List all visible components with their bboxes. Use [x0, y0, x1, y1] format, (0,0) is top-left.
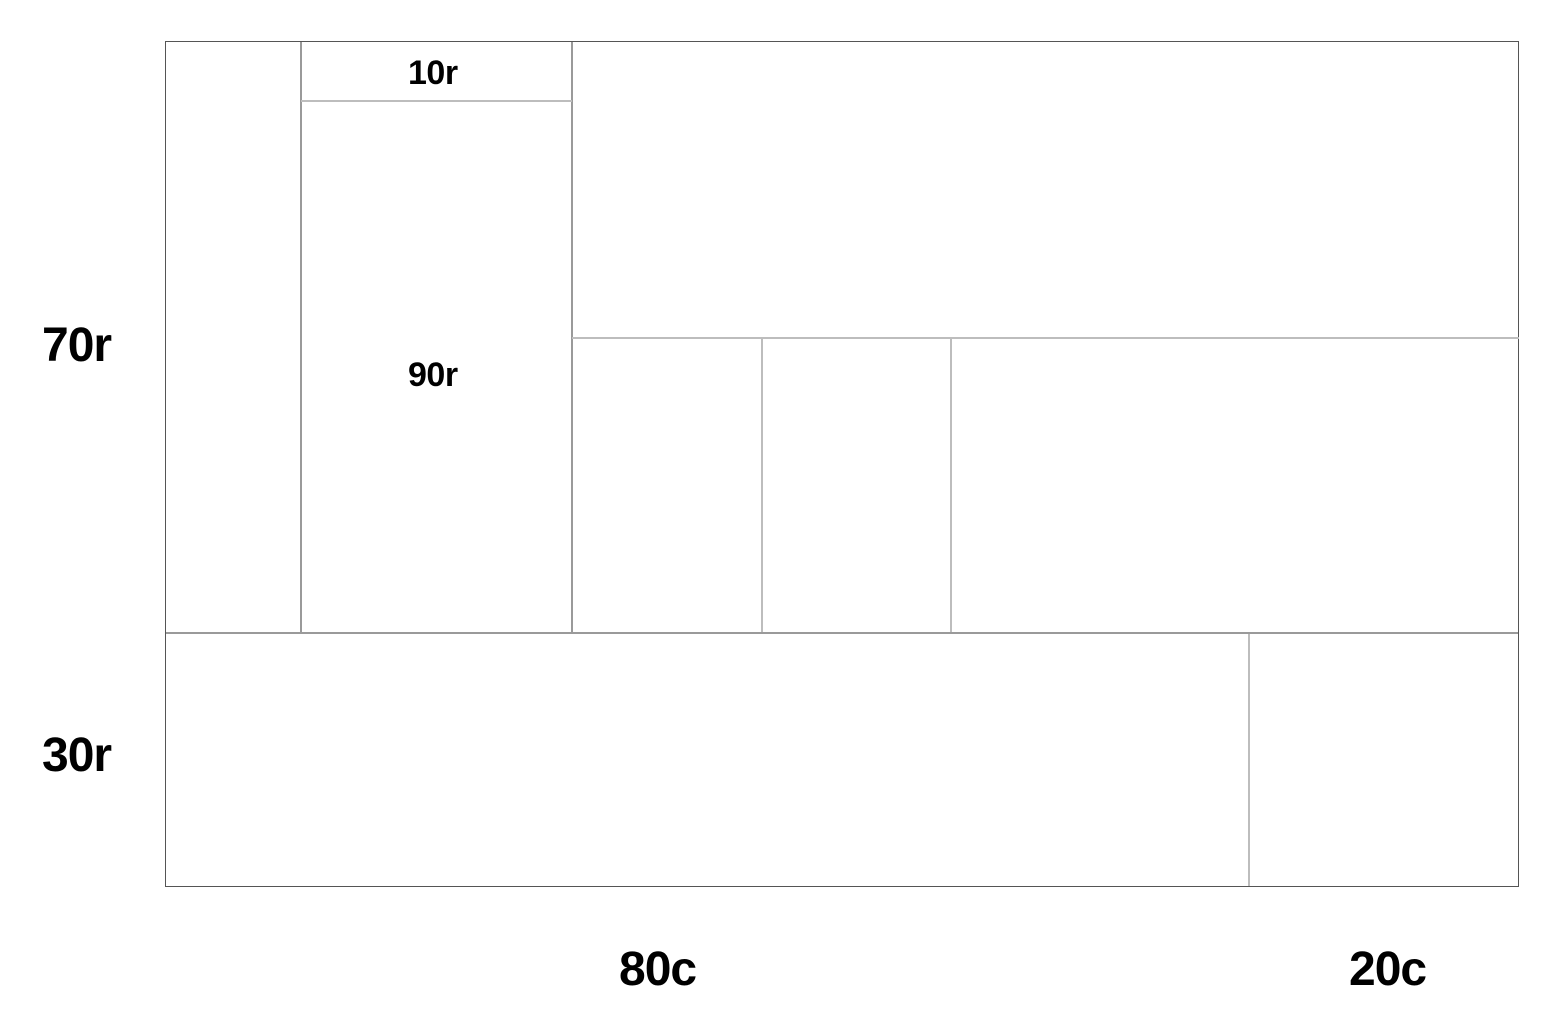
nested-upper-label: 10r: [408, 54, 458, 92]
row-label-bottom: 30r: [42, 729, 112, 782]
divider-small-col-2: [950, 338, 952, 634]
nested-lower-label: 90r: [408, 356, 458, 394]
column-label-left: 80c: [619, 943, 697, 996]
divider-small-col-1: [761, 338, 763, 634]
divider-right-upper: [572, 337, 1519, 339]
outer-frame: [165, 41, 1519, 887]
divider-nested-rows: [301, 100, 572, 102]
divider-bottom-columns: [1248, 634, 1250, 886]
row-label-top: 70r: [42, 319, 112, 372]
divider-main-rows: [166, 632, 1518, 634]
column-label-right: 20c: [1349, 943, 1427, 996]
divider-left-column: [300, 42, 302, 634]
